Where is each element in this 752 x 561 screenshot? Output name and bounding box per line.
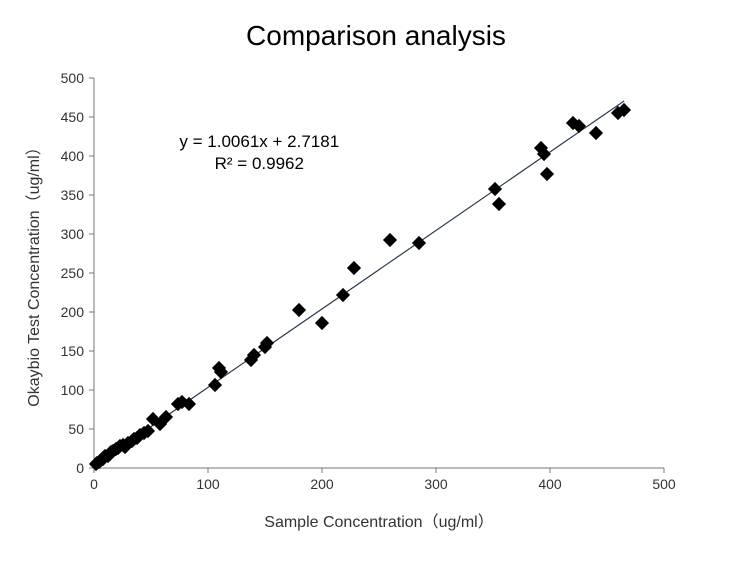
y-tick-label: 150 [56, 343, 84, 359]
x-axis-label: Sample Concentration（ug/ml） [94, 508, 664, 532]
y-tick-label: 350 [56, 187, 84, 203]
y-tick-label: 300 [56, 226, 84, 242]
x-tick-label: 200 [310, 476, 333, 492]
y-tick-label: 100 [56, 382, 84, 398]
equation-text: y = 1.0061x + 2.7181 [159, 132, 359, 152]
x-tick-label: 100 [196, 476, 219, 492]
x-tick-label: 400 [538, 476, 561, 492]
y-tick-label: 400 [56, 148, 84, 164]
x-tick-label: 300 [424, 476, 447, 492]
chart-title: Comparison analysis [0, 20, 752, 52]
y-tick-label: 250 [56, 265, 84, 281]
y-tick-label: 500 [56, 70, 84, 86]
y-tick-label: 450 [56, 109, 84, 125]
x-tick-label: 500 [652, 476, 675, 492]
y-axis-label: Okaybio Test Concentration（ug/ml） [22, 78, 42, 468]
y-tick-label: 0 [56, 460, 84, 476]
y-axis-label-text: Okaybio Test Concentration（ug/ml） [20, 139, 44, 406]
y-tick-label: 200 [56, 304, 84, 320]
y-tick-label: 50 [56, 421, 84, 437]
x-tick-label: 0 [90, 476, 98, 492]
chart-container: Comparison analysis 0 100 200 300 400 500 0 50… [0, 0, 752, 561]
r-squared-text: R² = 0.9962 [159, 154, 359, 174]
